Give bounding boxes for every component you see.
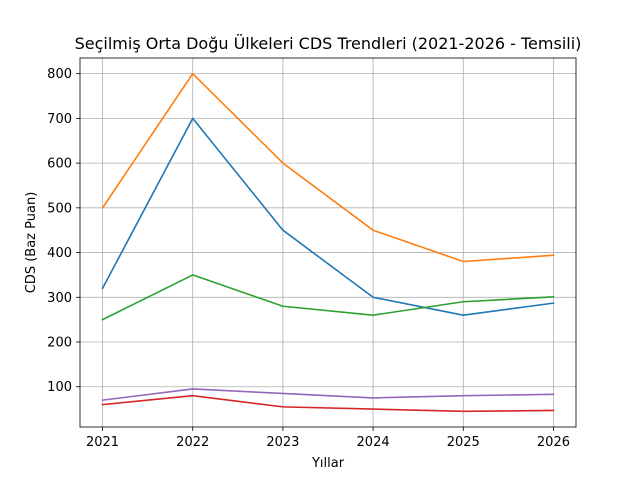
x-tick-label: 2024 bbox=[357, 435, 390, 450]
y-tick-label: 500 bbox=[47, 201, 72, 216]
x-tick-label: 2021 bbox=[86, 435, 119, 450]
y-tick-label: 400 bbox=[47, 246, 72, 261]
y-tick-label: 100 bbox=[47, 380, 72, 395]
x-tick-label: 2023 bbox=[266, 435, 299, 450]
series-line-5 bbox=[101, 388, 555, 402]
series-line-1 bbox=[101, 117, 555, 316]
series-line-2 bbox=[101, 72, 555, 263]
y-axis-label: CDS (Baz Puan) bbox=[24, 192, 39, 294]
y-tick-label: 700 bbox=[47, 112, 72, 127]
y-tick-label: 200 bbox=[47, 336, 72, 351]
series-lines bbox=[101, 72, 555, 413]
y-tick-label: 800 bbox=[47, 67, 72, 82]
x-tick-label: 2025 bbox=[447, 435, 480, 450]
x-axis-label: Yıllar bbox=[311, 456, 345, 471]
axis-ticks: 2021 2022 2023 2024 2025 2026 100 200 300 400 500 6… bbox=[47, 67, 570, 450]
grid bbox=[80, 58, 576, 427]
y-tick-label: 300 bbox=[47, 291, 72, 306]
series-line-4 bbox=[101, 394, 555, 413]
y-tick-label: 600 bbox=[47, 157, 72, 172]
series-line-3 bbox=[101, 274, 555, 321]
plot-frame bbox=[79, 57, 577, 428]
x-tick-label: 2022 bbox=[176, 435, 209, 450]
chart-title: Seçilmiş Orta Doğu Ülkeleri CDS Trendler… bbox=[75, 34, 582, 53]
x-tick-label: 2026 bbox=[537, 435, 570, 450]
